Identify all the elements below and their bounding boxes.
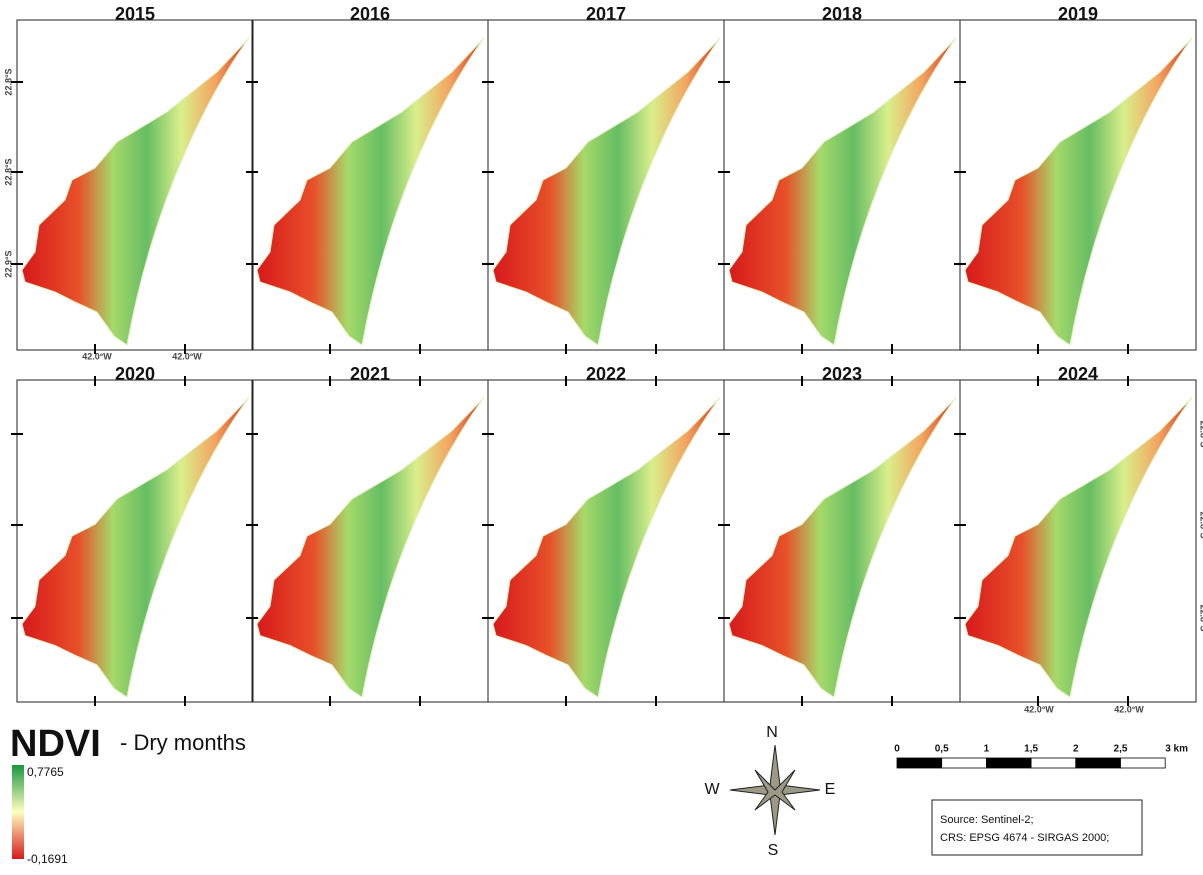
compass-e: E: [825, 781, 836, 798]
ndvi-raster: [729, 398, 956, 698]
ndvi-raster: [493, 398, 720, 698]
ndvi-raster: [257, 398, 484, 698]
ndvi-raster: [729, 38, 956, 345]
lon-label: 42.0°W: [172, 351, 202, 361]
legend-min: -0,1691: [27, 852, 68, 866]
panel: [493, 38, 720, 345]
compass-n: N: [766, 724, 778, 741]
legend-title: NDVI: [10, 723, 101, 765]
color-ramp: [12, 765, 24, 859]
ndvi-raster: [965, 398, 1192, 698]
ndvi-raster: [22, 38, 249, 345]
scale-label: 2: [1073, 744, 1079, 755]
compass-w: W: [704, 781, 720, 798]
ndvi-raster: [257, 38, 484, 345]
year-title: 2023: [822, 364, 862, 384]
scale-segment: [986, 758, 1031, 768]
ndvi-raster: [965, 38, 1192, 345]
lat-label: 22.8°S: [1199, 420, 1203, 447]
year-title: 2024: [1058, 364, 1098, 384]
legend-subtitle: - Dry months: [120, 730, 246, 755]
panel: [729, 398, 956, 698]
panel: [22, 398, 249, 698]
scale-label: 0,5: [935, 744, 949, 755]
year-title: 2015: [115, 4, 155, 24]
scale-segment: [1076, 758, 1121, 768]
legend-max: 0,7765: [27, 765, 64, 779]
panel: [965, 398, 1192, 698]
lat-label: 22.8°S: [1199, 604, 1203, 631]
year-title: 2020: [115, 364, 155, 384]
lat-label: 22.8°S: [1199, 511, 1203, 538]
year-title: 2017: [586, 4, 626, 24]
lon-label: 42.0°W: [1024, 704, 1054, 714]
scale-segment: [942, 758, 987, 768]
lat-label: 22.8°S: [3, 158, 13, 185]
panel: [257, 398, 484, 698]
source-line: CRS: EPSG 4674 - SIRGAS 2000;: [940, 832, 1109, 844]
scale-segment: [897, 758, 942, 768]
year-title: 2019: [1058, 4, 1098, 24]
scale-label: 1: [984, 744, 990, 755]
scale-label: 1,5: [1024, 744, 1038, 755]
scale-label: 0: [894, 744, 900, 755]
ndvi-raster: [493, 38, 720, 345]
year-title: 2016: [350, 4, 390, 24]
lon-label: 42.0°W: [1114, 704, 1144, 714]
year-title: 2022: [586, 364, 626, 384]
panel: [729, 38, 956, 345]
source-box: [932, 800, 1142, 855]
panel: [257, 38, 484, 345]
north-arrow: [730, 745, 820, 835]
compass-s: S: [768, 842, 779, 859]
source-line: Source: Sentinel-2;: [940, 814, 1034, 826]
year-title: 2021: [350, 364, 390, 384]
lat-label: 22.8°S: [3, 68, 13, 95]
scale-label: 2,5: [1114, 744, 1128, 755]
lat-label: 22.9°S: [3, 250, 13, 277]
panel: [493, 398, 720, 698]
lon-label: 42.0°W: [82, 351, 112, 361]
panel: [22, 38, 249, 345]
panel: [965, 38, 1192, 345]
scale-segment: [1121, 758, 1166, 768]
year-title: 2018: [822, 4, 862, 24]
ndvi-figure: NDVI - Dry months 0,7765 -0,1691 N S E W…: [0, 0, 1203, 875]
scale-segment: [1031, 758, 1076, 768]
ndvi-raster: [22, 398, 249, 698]
scale-label: 3 km: [1165, 744, 1188, 755]
